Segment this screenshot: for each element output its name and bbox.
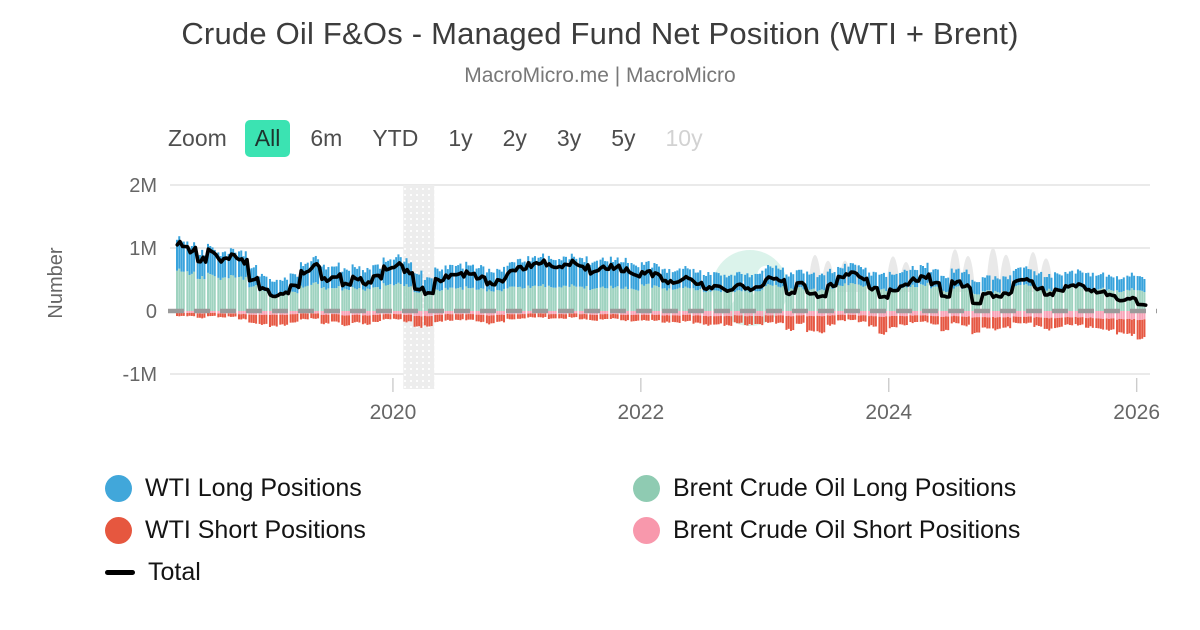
zoom-range-button-6m[interactable]: 6m [300,120,352,157]
zoom-range-button-5y[interactable]: 5y [601,120,645,157]
chart-title: Crude Oil F&Os - Managed Fund Net Positi… [181,16,1019,51]
zoom-toolbar: Zoom All 6m YTD 1y 2y 3y 5y 10y [168,120,713,158]
y-axis-tick-label-1M: 1M [129,238,157,260]
legend-label-total: Total [148,557,201,586]
chart-subtitle: MacroMicro.me | MacroMicro [464,64,736,87]
zoom-toolbar-label: Zoom [168,125,227,152]
x-axis-tick-label-2024: 2024 [865,401,912,424]
legend-swatch-brent_short-circle-icon [633,516,660,544]
legend-swatch-total-line-icon [105,569,135,575]
legend-label-brent_short: Brent Crude Oil Short Positions [673,515,1021,544]
legend-item-total[interactable]: Total [105,551,633,593]
y-axis-tick-label-2M: 2M [129,175,157,197]
y-axis-tick-label-0: 0 [146,301,157,323]
y-axis-title: Number [45,247,67,318]
legend-swatch-brent_long-circle-icon [633,474,660,502]
legend-swatch-wti_long-circle-icon [105,474,132,502]
chart-legend: WTI Long Positions WTI Short Positions Tot… [105,467,1020,593]
legend-item-wti_short[interactable]: WTI Short Positions [105,509,633,551]
zoom-range-button-3y[interactable]: 3y [547,120,591,157]
x-axis-tick-label-2026: 2026 [1113,401,1160,424]
legend-label-wti_long: WTI Long Positions [145,473,362,502]
legend-item-brent_short[interactable]: Brent Crude Oil Short Positions [633,509,1020,551]
zoom-range-button-10y: 10y [656,120,713,157]
zoom-range-button-1y[interactable]: 1y [438,120,482,157]
zoom-buttons-group: All 6m YTD 1y 2y 3y 5y 10y [244,120,713,158]
x-axis-tick-label-2022: 2022 [617,401,664,424]
zoom-range-button-all[interactable]: All [244,120,291,158]
chart-plot-area[interactable]: 2M 1M 0 -1M Number 2020 2022 2024 2026 [0,0,1200,445]
y-axis-tick-label--1M: -1M [123,364,157,386]
total-line-series[interactable] [175,239,1148,307]
legend-label-wti_short: WTI Short Positions [145,515,366,544]
legend-label-brent_long: Brent Crude Oil Long Positions [673,473,1017,502]
x-axis-tick-label-2020: 2020 [370,401,417,424]
legend-swatch-wti_short-circle-icon [105,516,132,544]
legend-item-wti_long[interactable]: WTI Long Positions [105,467,633,509]
zoom-range-button-ytd[interactable]: YTD [362,120,428,157]
zoom-range-button-2y[interactable]: 2y [493,120,537,157]
legend-item-brent_long[interactable]: Brent Crude Oil Long Positions [633,467,1020,509]
stacked-bars[interactable] [176,236,1146,340]
